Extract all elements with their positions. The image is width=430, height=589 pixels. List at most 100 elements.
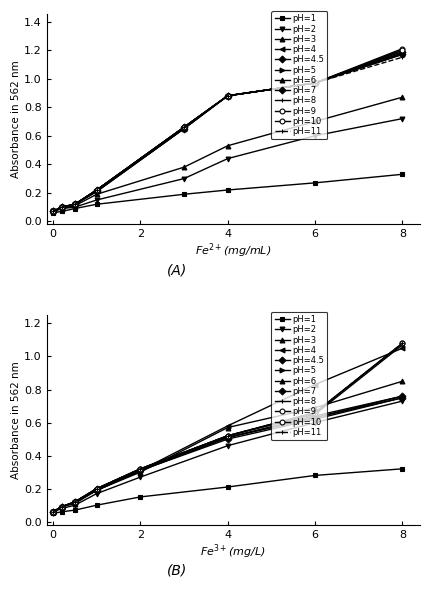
pH=4.5 — [72, 201, 77, 208]
pH=4 — [224, 92, 230, 100]
pH=9 — [224, 432, 230, 439]
Line: pH=7: pH=7 — [50, 393, 404, 514]
pH=2 — [94, 197, 99, 204]
pH=11 — [72, 201, 77, 208]
Line: pH=10: pH=10 — [50, 48, 404, 214]
pH=6 — [312, 414, 317, 421]
Line: pH=3: pH=3 — [50, 379, 404, 514]
pH=7 — [399, 393, 404, 400]
Line: pH=3: pH=3 — [50, 95, 404, 214]
pH=9 — [312, 80, 317, 87]
pH=4 — [138, 467, 143, 474]
pH=2 — [138, 474, 143, 481]
pH=10 — [94, 187, 99, 194]
pH=8 — [312, 411, 317, 418]
Legend: pH=1, pH=2, pH=3, pH=4, pH=4.5, pH=5, pH=6, pH=7, pH=8, pH=9, pH=10, pH=11: pH=1, pH=2, pH=3, pH=4, pH=4.5, pH=5, pH… — [271, 11, 327, 140]
pH=9 — [50, 508, 55, 515]
pH=1 — [59, 508, 64, 515]
pH=10 — [181, 124, 186, 131]
pH=6 — [399, 49, 404, 57]
pH=7 — [50, 208, 55, 215]
Line: pH=9: pH=9 — [50, 341, 404, 514]
pH=6 — [50, 508, 55, 515]
pH=1 — [72, 205, 77, 212]
pH=7 — [50, 508, 55, 515]
pH=11 — [94, 187, 99, 194]
pH=5 — [72, 498, 77, 505]
pH=10 — [72, 498, 77, 505]
pH=8 — [399, 47, 404, 54]
pH=8 — [59, 204, 64, 211]
Text: (B): (B) — [167, 564, 187, 578]
pH=10 — [312, 409, 317, 416]
pH=5 — [50, 208, 55, 215]
pH=9 — [50, 208, 55, 215]
pH=3 — [312, 118, 317, 125]
pH=6 — [224, 92, 230, 100]
pH=3 — [312, 404, 317, 411]
Line: pH=5: pH=5 — [50, 51, 404, 214]
pH=3 — [94, 487, 99, 494]
pH=8 — [72, 498, 77, 505]
pH=3 — [224, 142, 230, 149]
Legend: pH=1, pH=2, pH=3, pH=4, pH=4.5, pH=5, pH=6, pH=7, pH=8, pH=9, pH=10, pH=11: pH=1, pH=2, pH=3, pH=4, pH=4.5, pH=5, pH… — [271, 312, 327, 440]
pH=4 — [94, 487, 99, 494]
pH=10 — [50, 508, 55, 515]
pH=4.5 — [224, 435, 230, 442]
Line: pH=9: pH=9 — [50, 46, 404, 214]
pH=4 — [399, 51, 404, 58]
pH=4 — [94, 188, 99, 195]
pH=10 — [312, 80, 317, 87]
pH=2 — [312, 419, 317, 426]
pH=4.5 — [94, 487, 99, 494]
pH=2 — [50, 208, 55, 215]
pH=5 — [72, 201, 77, 208]
Line: pH=4.5: pH=4.5 — [50, 395, 404, 514]
pH=1 — [138, 494, 143, 501]
Y-axis label: Absorbance in 562 nm: Absorbance in 562 nm — [11, 361, 21, 479]
pH=10 — [138, 465, 143, 472]
pH=3 — [50, 508, 55, 515]
pH=1 — [224, 187, 230, 194]
Line: pH=1: pH=1 — [50, 172, 404, 215]
pH=4.5 — [181, 125, 186, 132]
pH=8 — [94, 187, 99, 194]
pH=1 — [399, 171, 404, 178]
pH=1 — [59, 208, 64, 215]
pH=7 — [94, 187, 99, 194]
pH=1 — [224, 484, 230, 491]
pH=4 — [59, 204, 64, 211]
pH=2 — [312, 132, 317, 139]
pH=6 — [72, 201, 77, 208]
pH=1 — [94, 201, 99, 208]
pH=11 — [59, 204, 64, 211]
pH=1 — [312, 179, 317, 186]
pH=9 — [181, 124, 186, 131]
pH=11 — [312, 80, 317, 87]
pH=7 — [312, 80, 317, 87]
pH=5 — [59, 503, 64, 510]
pH=11 — [72, 498, 77, 505]
Line: pH=2: pH=2 — [50, 399, 404, 514]
pH=7 — [181, 124, 186, 131]
pH=11 — [50, 208, 55, 215]
Line: pH=1: pH=1 — [50, 466, 404, 516]
Text: (A): (A) — [167, 263, 187, 277]
Line: pH=4: pH=4 — [50, 52, 404, 214]
Line: pH=4: pH=4 — [50, 346, 404, 514]
pH=5 — [50, 508, 55, 515]
pH=4 — [59, 503, 64, 510]
pH=9 — [59, 204, 64, 211]
pH=6 — [94, 487, 99, 494]
Line: pH=6: pH=6 — [50, 51, 404, 214]
pH=4.5 — [59, 503, 64, 510]
pH=6 — [94, 187, 99, 194]
pH=2 — [72, 204, 77, 211]
pH=9 — [72, 498, 77, 505]
pH=2 — [94, 490, 99, 497]
pH=6 — [59, 503, 64, 510]
pH=7 — [94, 485, 99, 492]
pH=3 — [72, 202, 77, 209]
pH=5 — [138, 467, 143, 474]
pH=7 — [224, 434, 230, 441]
